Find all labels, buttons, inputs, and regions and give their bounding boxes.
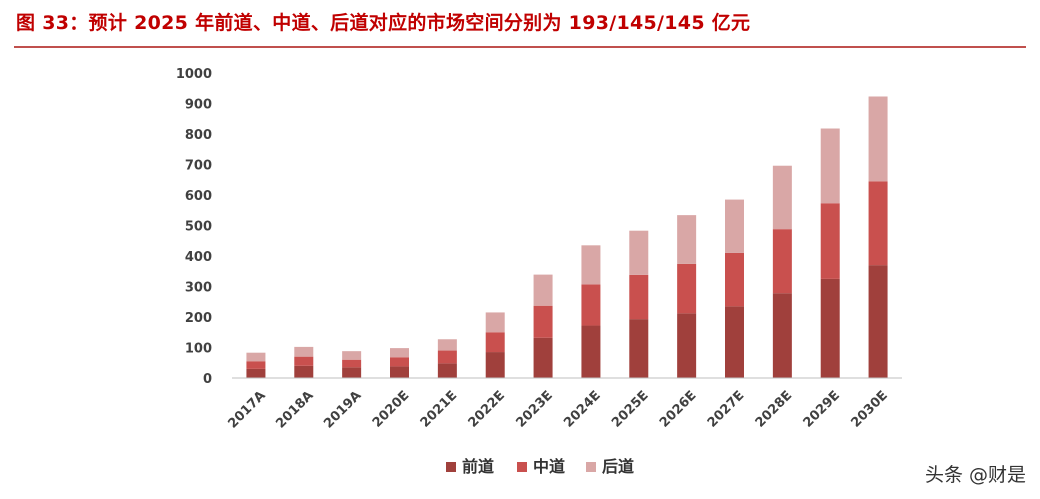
bar-segment [246,352,266,362]
y-tick-label: 100 [185,342,212,357]
bar-segment [868,265,888,378]
bar-segment [342,359,362,368]
y-tick-label: 0 [203,372,212,387]
bar-segment [390,348,409,358]
bar-segment [533,337,553,378]
x-tick-label: 2018A [273,388,316,431]
bar-segment [820,203,840,279]
bar-segment [294,365,314,378]
bar-segment [677,263,697,314]
title-rule [14,46,1026,48]
y-tick-label: 1000 [176,67,212,82]
bar-segment [246,361,266,369]
x-tick-label: 2029E [801,388,843,430]
y-tick-label: 900 [185,98,212,113]
bar-segment [533,274,553,306]
bar-segment [390,357,409,367]
legend-swatch [446,462,456,472]
x-tick-label: 2021E [418,388,460,430]
bar-segment [725,199,744,253]
bar-segment [629,274,649,320]
watermark: 头条 @财是 [924,464,1026,486]
bar-segment [772,229,792,294]
x-tick-label: 2027E [705,388,747,430]
legend-label: 后道 [602,457,634,476]
bar-segment [485,352,505,378]
bar-segment [342,351,362,360]
y-tick-label: 600 [185,189,212,204]
bar-segment [820,278,840,379]
bar-segment [294,356,314,366]
bar-segment [629,319,649,378]
bar-segment [868,96,888,182]
x-tick-label: 2022E [466,388,508,430]
bar-segment [294,346,314,357]
x-tick-label: 2026E [657,388,699,430]
x-tick-label: 2023E [513,388,555,430]
bar-segment [437,339,457,351]
bar-segment [772,293,792,378]
bar-segment [725,252,744,307]
bar-segment [342,367,362,378]
figure-title: 图 33：预计 2025 年前道、中道、后道对应的市场空间分别为 193/145… [16,12,751,34]
bar-segment [581,245,601,285]
bar-segment [629,230,649,275]
x-tick-label: 2019A [321,388,364,431]
y-tick-label: 300 [185,281,212,296]
legend-swatch [517,462,527,472]
x-tick-label: 2017A [225,388,268,431]
y-tick-label: 800 [185,128,212,143]
bar-segment [246,368,266,378]
y-tick-label: 200 [185,311,212,326]
x-tick-label: 2020E [370,388,412,430]
bar-segment [533,305,553,338]
bar-segment [437,350,457,364]
x-tick-label: 2028E [753,388,795,430]
legend-label: 中道 [533,457,565,476]
bar-segment [725,306,744,378]
bar-segment [820,128,840,204]
x-tick-label: 2030E [848,388,890,430]
bar-segment [581,325,601,378]
bar-segment [390,366,409,378]
x-tick-label: 2025E [609,388,651,430]
x-tick-label: 2024E [561,388,603,430]
legend-label: 前道 [462,457,494,476]
bar-segment [485,312,505,333]
bar-segment [581,284,601,326]
bar-segment [868,181,888,266]
bar-segment [437,363,457,378]
y-tick-label: 400 [185,250,212,265]
bar-segment [677,313,697,378]
y-tick-label: 700 [185,159,212,174]
bar-segment [485,332,505,353]
legend-swatch [586,462,596,472]
bar-segment [772,165,792,230]
y-tick-label: 500 [185,220,212,235]
bar-segment [677,215,697,264]
